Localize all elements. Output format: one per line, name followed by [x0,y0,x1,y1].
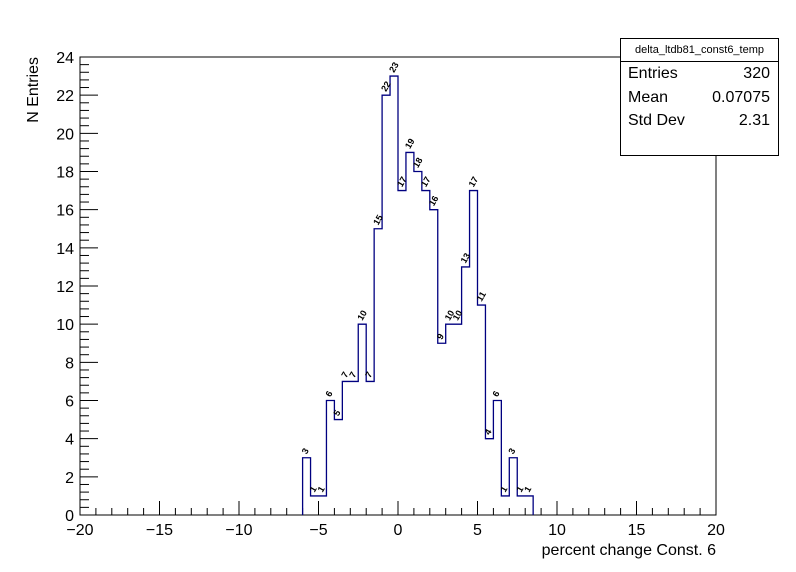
bin-value-label: 16 [427,194,441,208]
bin-value-label: 10 [451,308,465,322]
histogram-bar [406,152,414,515]
x-tick-label: 0 [394,522,403,539]
y-tick-label: 16 [56,203,74,220]
histogram-bar [525,496,533,515]
histogram-bar [493,401,501,516]
histogram-bar [398,191,406,515]
bin-value-label: 6 [490,389,501,398]
y-tick-label: 6 [65,394,74,411]
x-tick-label: −10 [225,522,252,539]
x-tick-label: −15 [146,522,173,539]
histogram-bar [374,229,382,515]
y-tick-label: 18 [56,165,74,182]
bin-value-label: 6 [323,389,334,398]
y-tick-label: 20 [56,126,74,143]
histogram-bar [350,381,358,515]
bin-value-label: 17 [419,175,433,189]
bin-value-label: 11 [475,290,488,303]
bin-value-label: 23 [387,60,401,74]
histogram-bar [470,191,478,515]
stats-value-mean: 0.07075 [712,88,770,106]
histogram-bar [454,324,462,515]
stats-row-stddev: Std Dev 2.31 [621,109,778,133]
bin-value-label: 10 [355,308,369,322]
histogram-bar [366,381,374,515]
stats-value-stddev: 2.31 [738,112,770,130]
y-tick-label: 14 [56,241,74,258]
bin-value-label: 19 [403,137,417,151]
y-tick-label: 10 [56,317,74,334]
histogram-bar [311,496,319,515]
histogram-bar [501,496,509,515]
histogram-bar [342,381,350,515]
y-tick-label: 8 [65,355,74,372]
histogram-bar [478,305,486,515]
histogram-bar [517,496,525,515]
bin-value-label: 22 [379,79,393,93]
bin-value-label: 3 [300,446,311,455]
stats-label-stddev: Std Dev [628,112,685,130]
bin-value-label: 17 [395,175,409,189]
x-tick-label: 10 [548,522,566,539]
bin-value-label: 1 [514,485,525,494]
histogram-bar [438,343,446,515]
histogram-bar [462,267,470,515]
histogram-bar [414,172,422,516]
histogram-bar [422,191,430,515]
x-tick-label: 15 [628,522,646,539]
y-tick-label: 12 [56,279,74,296]
histogram-bar [334,420,342,515]
histogram-bar [319,496,327,515]
y-tick-label: 2 [65,470,74,487]
stats-row-mean: Mean 0.07075 [621,86,778,110]
stats-box: delta_ltdb81_const6_temp Entries 320 Mea… [620,38,779,156]
histogram-bar [430,210,438,515]
y-tick-label: 4 [65,432,74,449]
stats-value-entries: 320 [743,65,770,82]
y-tick-label: 0 [65,508,74,525]
bin-value-label: 1 [498,485,509,494]
bin-value-label: 7 [363,370,374,379]
bin-value-label: 1 [308,485,319,494]
histogram-bar [382,95,390,515]
x-tick-label: −20 [66,522,93,539]
stats-title: delta_ltdb81_const6_temp [621,39,778,62]
histogram-bar [358,324,366,515]
bin-value-label: 17 [467,175,481,189]
bin-value-label: 10 [443,308,457,322]
bin-value-label: 3 [506,446,517,455]
bin-value-label: 5 [331,408,342,417]
histogram-bar [485,439,493,515]
x-axis-label: percent change Const. 6 [542,542,716,559]
histogram-bar [390,76,398,515]
histogram-outline [301,75,534,515]
x-tick-label: 20 [707,522,725,539]
stats-label-mean: Mean [628,88,669,106]
bin-value-label: 7 [339,370,350,379]
bin-value-label: 4 [482,427,493,436]
x-tick-label: −5 [309,522,327,539]
histogram-bar [446,324,454,515]
stats-row-entries: Entries 320 [621,62,778,86]
bin-value-label: 18 [411,156,425,170]
histogram-bar [326,401,334,516]
bin-value-label: 7 [347,370,358,379]
x-tick-label: 5 [473,522,482,539]
bin-value-label: 15 [371,213,385,227]
y-tick-label: 24 [56,50,74,67]
y-axis-label: N Entries [25,57,42,123]
bin-value-label: 9 [435,332,446,341]
stats-label-entries: Entries [628,65,678,82]
y-tick-label: 22 [56,88,74,105]
bin-value-label: 1 [316,485,327,494]
bin-value-label: 1 [522,485,533,494]
bin-value-label: 13 [459,251,473,265]
